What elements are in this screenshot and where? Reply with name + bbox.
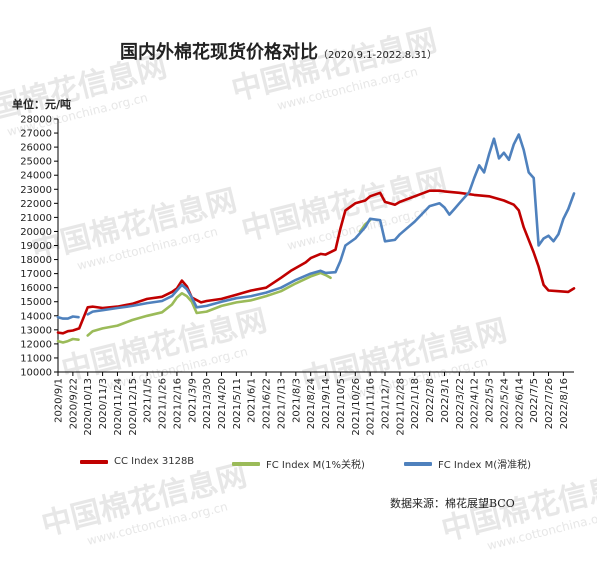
chart-axes: 10000 11000 12000 13000 14000 15000 16000 17000… xyxy=(20,115,574,436)
series-line-fc-index-1pct-line xyxy=(86,271,332,337)
x-tick-label: 2022/8/16 xyxy=(559,378,570,429)
x-tick-label: 2022/6/14 xyxy=(514,378,525,429)
y-tick-label: 16000 xyxy=(20,283,52,294)
x-tick-label: 2021/1/26 xyxy=(158,378,169,429)
x-tick-label: 2022/5/3 xyxy=(485,378,496,423)
legend-swatch-cc xyxy=(80,459,108,464)
legend-item-cc-index: CC Index 3128B xyxy=(80,456,194,467)
y-tick-label: 28000 xyxy=(20,115,52,126)
x-tick-label: 2021/12/7 xyxy=(381,378,392,429)
x-tick-label: 2020/11/24 xyxy=(113,378,124,436)
y-tick-label: 26000 xyxy=(20,143,52,154)
x-tick-label: 2021/7/13 xyxy=(276,378,287,429)
y-tick-label: 21000 xyxy=(20,213,52,224)
x-tick-label: 2021/11/16 xyxy=(366,378,377,436)
x-tick-label: 2021/3/30 xyxy=(202,378,213,429)
x-tick-label: 2021/8/24 xyxy=(306,378,317,429)
y-tick-label: 14000 xyxy=(20,311,52,322)
legend-swatch-fc-1pct xyxy=(232,461,260,466)
x-tick-label: 2020/10/13 xyxy=(83,378,94,436)
y-tick-label: 10000 xyxy=(20,368,52,379)
series-line-fc-index-slide-line xyxy=(56,315,80,320)
chart-title-text: 国内外棉花现货价格对比 xyxy=(120,42,318,63)
x-tick-label: 2022/5/24 xyxy=(499,378,510,429)
x-tick-label: 2022/1/18 xyxy=(410,378,421,429)
x-tick-label: 2022/3/22 xyxy=(455,378,466,429)
legend-item-fc-1pct: FC Index M(1%关税) xyxy=(232,456,365,471)
legend-item-fc-slide: FC Index M(滑准税) xyxy=(404,456,531,471)
x-tick-label: 2022/7/5 xyxy=(529,378,540,423)
series-line-fc-index-1pct-line xyxy=(56,337,80,344)
x-tick-label: 2020/9/1 xyxy=(54,378,65,423)
x-tick-label: 2022/2/8 xyxy=(425,378,436,423)
legend-label-fc-1pct: FC Index M(1%关税) xyxy=(266,460,365,471)
legend-label-fc-slide: FC Index M(滑准税) xyxy=(438,460,532,471)
y-tick-label: 19000 xyxy=(20,241,52,252)
y-tick-label: 22000 xyxy=(20,199,52,210)
legend-label-cc: CC Index 3128B xyxy=(114,456,195,467)
chart-series-layer xyxy=(56,133,576,344)
y-tick-label: 11000 xyxy=(20,353,52,364)
x-tick-label: 2022/3/1 xyxy=(440,378,451,423)
y-tick-label: 13000 xyxy=(20,325,52,336)
x-tick-label: 2022/7/26 xyxy=(544,378,555,429)
legend-swatch-fc-slide xyxy=(404,461,432,466)
x-tick-label: 2021/3/9 xyxy=(187,378,198,423)
x-tick-label: 2021/9/14 xyxy=(321,378,332,429)
y-tick-label: 27000 xyxy=(20,129,52,140)
x-tick-label: 2021/10/5 xyxy=(336,378,347,429)
x-tick-label: 2020/11/3 xyxy=(98,378,109,429)
y-tick-label: 18000 xyxy=(20,255,52,266)
x-tick-label: 2021/4/20 xyxy=(217,378,228,429)
chart-title: 国内外棉花现货价格对比（2020.9.1-2022.8.31） xyxy=(120,38,437,64)
x-tick-label: 2021/2/16 xyxy=(172,378,183,429)
y-tick-label: 25000 xyxy=(20,157,52,168)
x-tick-label: 2020/12/15 xyxy=(128,378,139,436)
line-chart: 10000 11000 12000 13000 14000 15000 16000 17000… xyxy=(20,115,576,436)
x-tick-label: 2021/1/5 xyxy=(143,378,154,423)
x-tick-label: 2021/8/3 xyxy=(291,378,302,423)
x-tick-label: 2020/9/22 xyxy=(68,378,79,429)
x-tick-label: 2021/6/1 xyxy=(247,378,258,423)
x-tick-label: 2021/12/28 xyxy=(395,378,406,436)
y-tick-label: 23000 xyxy=(20,185,52,196)
y-tick-label: 12000 xyxy=(20,339,52,350)
y-tick-label: 24000 xyxy=(20,171,52,182)
chart-subtitle: （2020.9.1-2022.8.31） xyxy=(318,50,438,61)
x-tick-label: 2021/5/11 xyxy=(232,378,243,429)
y-tick-label: 15000 xyxy=(20,297,52,308)
series-line-cc-index-line xyxy=(56,189,576,335)
x-tick-label: 2021/6/22 xyxy=(262,378,273,429)
y-tick-label: 17000 xyxy=(20,269,52,280)
x-tick-label: 2021/10/26 xyxy=(351,378,362,436)
y-tick-label: 20000 xyxy=(20,227,52,238)
x-tick-label: 2022/4/12 xyxy=(470,378,481,429)
y-axis-unit-label: 单位：元/吨 xyxy=(12,98,72,111)
series-line-fc-index-slide-line xyxy=(86,133,576,316)
data-source-note: 数据来源：棉花展望BCO xyxy=(390,497,515,510)
